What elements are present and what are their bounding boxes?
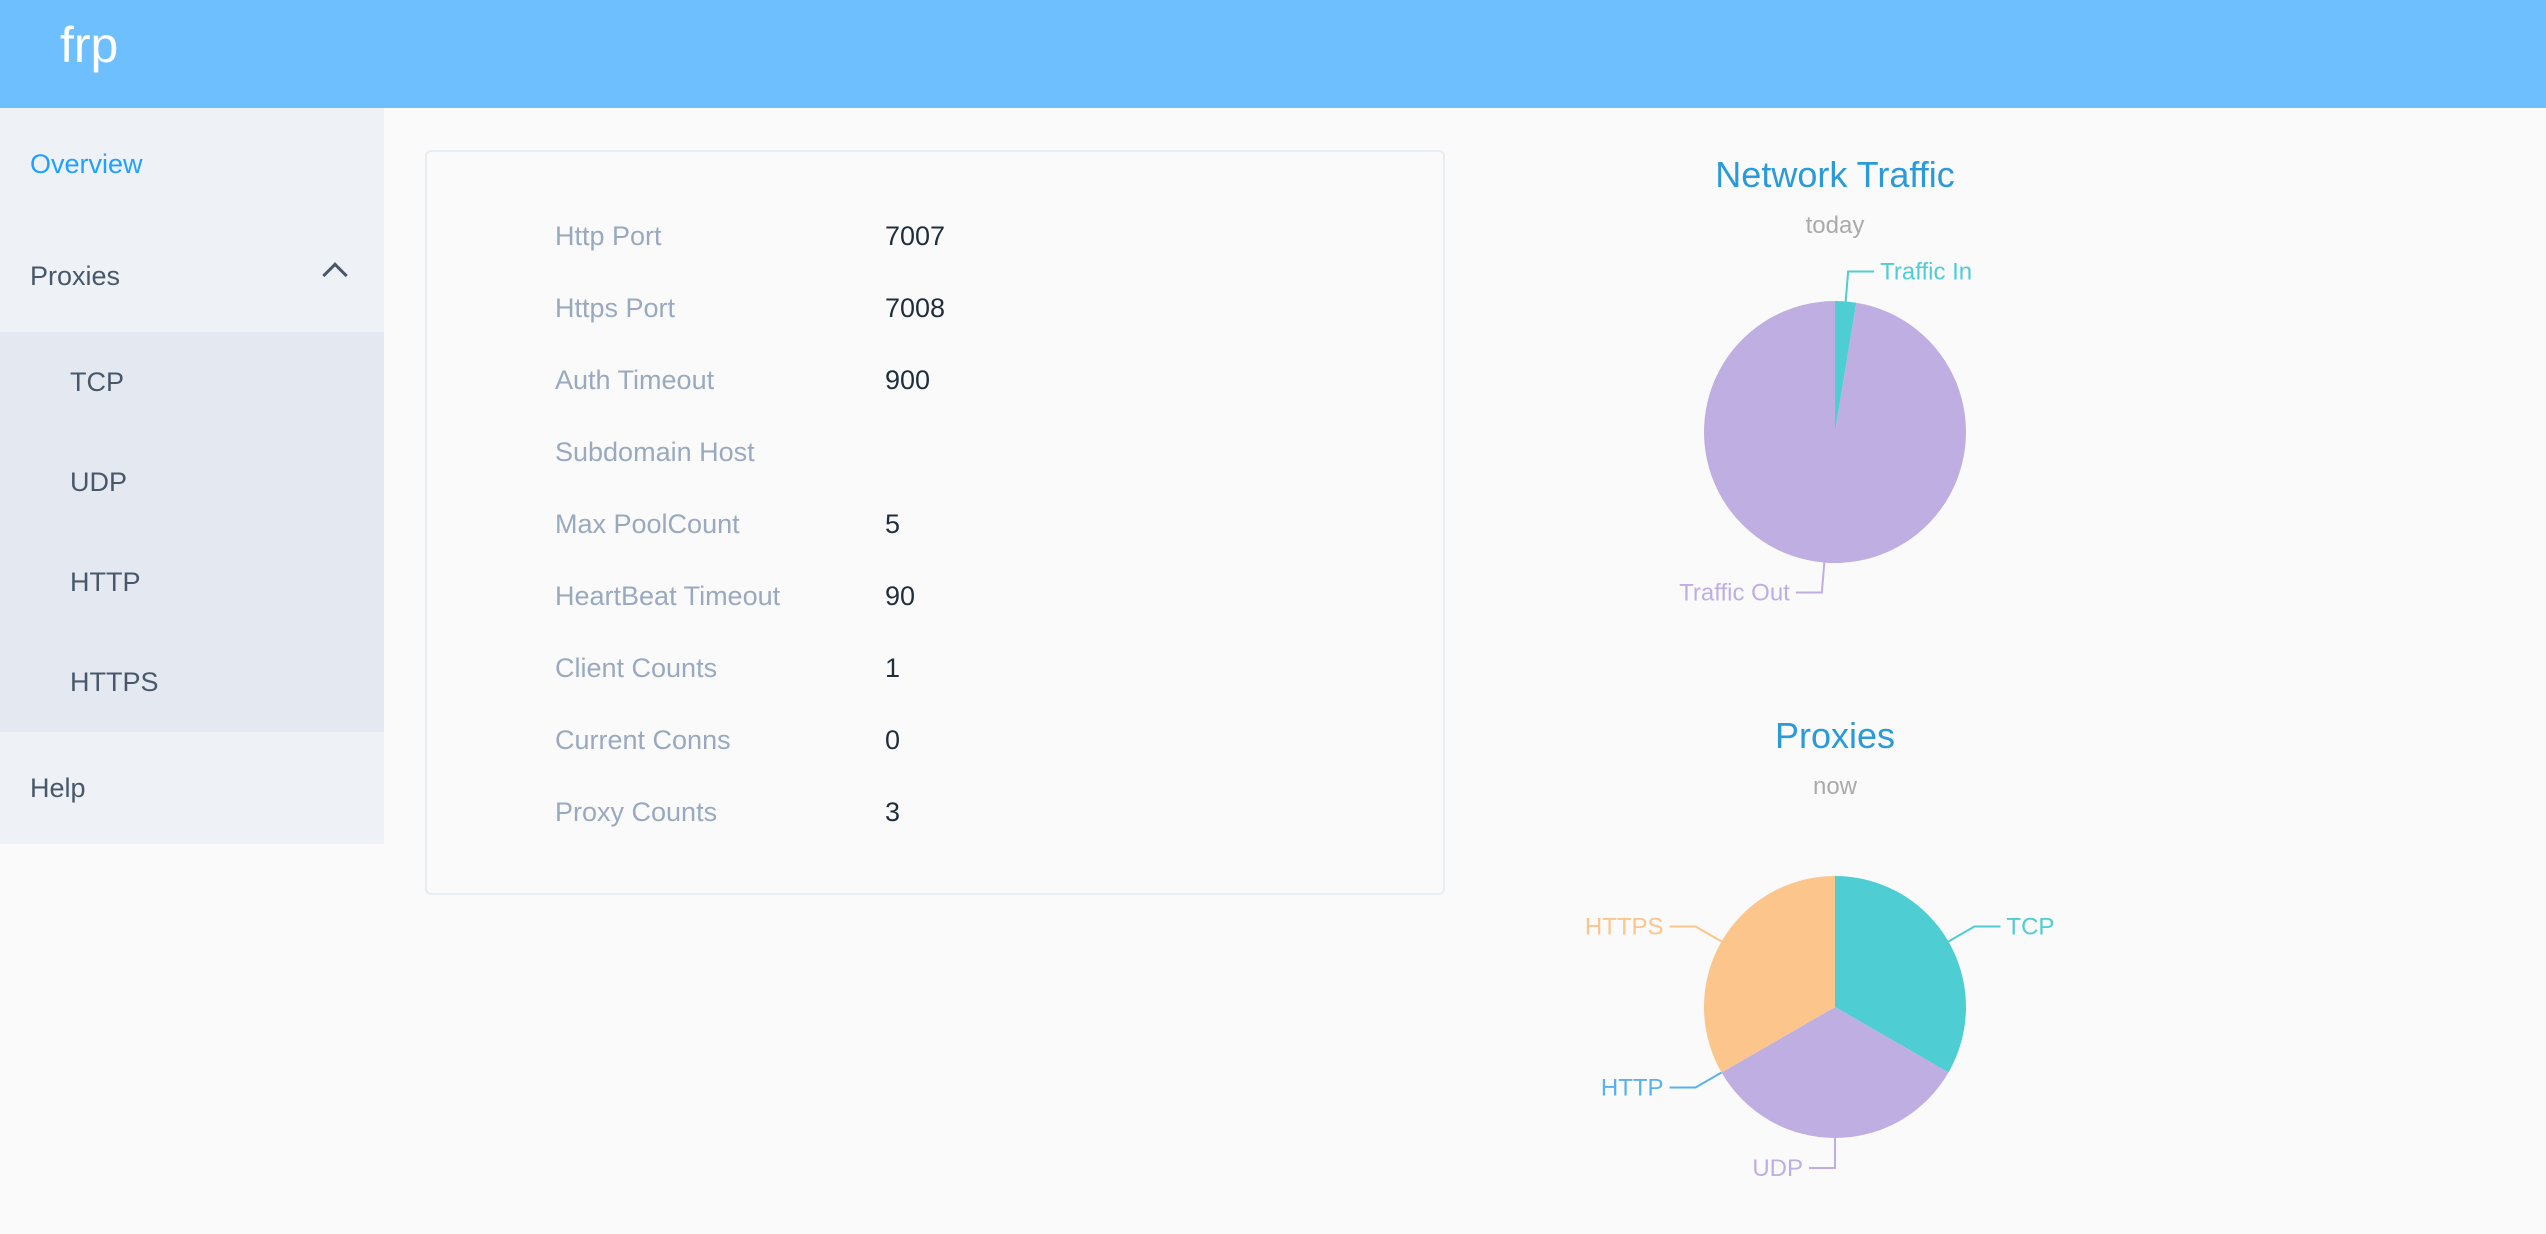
info-value: 90 [885,580,916,611]
brand-logo[interactable]: frp [60,17,119,73]
chart-subtitle: now [1813,773,1858,800]
info-value: 900 [885,364,931,395]
sidebar-item-udp[interactable]: UDP [70,466,128,497]
sidebar-item-overview[interactable]: Overview [30,148,143,179]
pie-slice-tcp[interactable] [1835,876,1967,1073]
proxies-submenu: TCP UDP HTTP HTTPS [0,332,384,732]
info-row: Auth Timeout 900 [555,360,930,400]
info-row: Max PoolCount 5 [555,504,900,544]
info-label: Current Conns [555,724,731,755]
label-line [1809,1138,1836,1169]
top-header: frp [0,0,2546,108]
slice-label: HTTP [1601,1075,1664,1102]
info-row: Https Port 7008 [555,288,945,328]
slice-label: UDP [1752,1155,1803,1182]
info-value: 3 [885,796,901,827]
info-row: Client Counts 1 [555,648,900,688]
info-value: 7008 [885,292,946,323]
info-label: Http Port [555,220,662,251]
slice-label: Traffic Out [1679,579,1790,606]
info-value: 0 [885,724,901,755]
info-value: 7007 [885,220,946,251]
slice-label: TCP [2006,914,2054,941]
slice-label: HTTPS [1585,914,1664,941]
info-row: Proxy Counts 3 [555,792,900,832]
sidebar-item-help[interactable]: Help [30,772,86,803]
info-value: 5 [885,508,901,539]
label-line [1669,1071,1723,1089]
pie-slice-traffic-in[interactable] [1835,301,1857,432]
chart-title: Network Traffic [1715,154,1954,195]
info-row: Subdomain Host [555,432,885,472]
label-line [1947,925,2001,943]
info-row: Http Port 7007 [555,216,945,256]
info-label: Subdomain Host [555,436,755,467]
info-label: Auth Timeout [555,364,715,395]
pie-slice-traffic-out[interactable] [1703,301,1966,563]
info-label: Max PoolCount [555,508,740,539]
info-row: Current Conns 0 [555,720,900,760]
sidebar-item-https[interactable]: HTTPS [70,666,159,697]
label-line [1795,562,1826,594]
chart-subtitle: today [1806,212,1865,239]
label-line [1669,925,1723,943]
slice-label: Traffic In [1880,259,1972,286]
pie-slice-https[interactable] [1704,876,1835,1073]
info-label: HeartBeat Timeout [555,580,781,611]
chart-title: Proxies [1775,715,1895,756]
sidebar-item-proxies[interactable]: Proxies [0,220,384,332]
label-line [1844,270,1875,302]
sidebar-item-tcp[interactable]: TCP [70,366,124,397]
server-info-card: Http Port 7007 Https Port 7008 Auth Timeout 9… [425,150,1445,895]
info-label: Proxy Counts [555,796,718,827]
pie-slice-udp[interactable] [1721,1007,1949,1138]
info-label: Https Port [555,292,676,323]
info-row: HeartBeat Timeout 90 [555,576,915,616]
info-value: 1 [885,652,901,683]
sidebar: Overview Proxies TCP UDP HTTP HTTPS Help [0,108,384,844]
sidebar-item-http[interactable]: HTTP [70,566,141,597]
info-label: Client Counts [555,652,718,683]
sidebar-item-label: Proxies [30,260,121,291]
